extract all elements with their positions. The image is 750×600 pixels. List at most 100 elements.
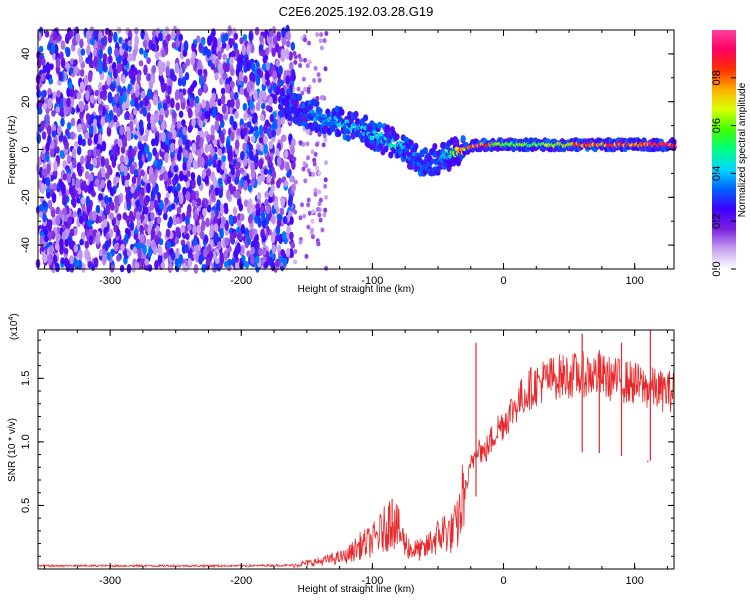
heatmap-noise-cell xyxy=(243,112,248,121)
heatmap-noise-cell xyxy=(89,181,94,191)
heatmap-noise-cell xyxy=(89,94,95,104)
heatmap-noise-cell xyxy=(51,110,56,117)
heatmap-noise-cell xyxy=(100,179,106,189)
heatmap-noise-cell xyxy=(323,177,328,183)
heatmap-noise-cell xyxy=(68,29,74,38)
heatmap-noise-cell xyxy=(38,45,44,53)
heatmap-noise-cell xyxy=(110,201,115,212)
heatmap-noise-cell xyxy=(178,193,184,205)
heatmap-noise-cell xyxy=(55,57,61,69)
heatmap-ridge-cell xyxy=(363,114,369,122)
heatmap-noise-cell xyxy=(234,139,240,150)
heatmap-noise-cell xyxy=(306,87,311,92)
heatmap-noise-cell xyxy=(100,37,106,46)
snr-y-tick-label: 1.5 xyxy=(20,371,32,386)
heatmap-noise-cell xyxy=(267,156,272,167)
heatmap-cells xyxy=(35,24,677,275)
heatmap-noise-cell xyxy=(161,48,166,58)
heatmap-noise-cell xyxy=(142,39,148,48)
heatmap-noise-cell xyxy=(272,35,278,46)
heatmap-noise-cell xyxy=(239,86,245,95)
heatmap-noise-cell xyxy=(50,140,55,150)
heatmap-noise-cell xyxy=(140,214,145,221)
heatmap-noise-cell xyxy=(86,162,92,169)
spectrogram-x-tick-label: -100 xyxy=(361,275,383,287)
heatmap-noise-cell xyxy=(163,170,168,182)
spectrogram-y-tick-label: 20 xyxy=(20,96,32,108)
heatmap-noise-cell xyxy=(185,58,191,67)
heatmap-noise-cell xyxy=(315,165,320,171)
heatmap-noise-cell xyxy=(60,106,65,118)
heatmap-noise-cell xyxy=(156,216,162,225)
heatmap-noise-cell xyxy=(146,57,151,65)
heatmap-noise-cell xyxy=(100,116,105,127)
heatmap-noise-cell xyxy=(145,195,151,203)
heatmap-noise-cell xyxy=(192,224,197,235)
heatmap-noise-cell xyxy=(86,44,91,56)
heatmap-noise-cell xyxy=(302,161,307,167)
heatmap-noise-cell xyxy=(93,133,99,145)
heatmap-noise-cell xyxy=(301,76,306,82)
heatmap-noise-cell xyxy=(85,195,91,208)
heatmap-noise-cell xyxy=(258,124,264,136)
heatmap-noise-cell xyxy=(66,154,72,165)
heatmap-noise-cell xyxy=(113,68,118,79)
heatmap-noise-cell xyxy=(57,34,62,42)
heatmap-ridge-cell xyxy=(292,105,298,110)
heatmap-ridge-cell xyxy=(460,135,466,143)
heatmap-noise-cell xyxy=(279,79,285,87)
heatmap-noise-cell xyxy=(173,165,179,173)
heatmap-noise-cell xyxy=(84,170,90,180)
heatmap-noise-cell xyxy=(285,40,291,48)
heatmap-noise-cell xyxy=(166,33,171,42)
heatmap-ridge-cell xyxy=(383,145,389,153)
heatmap-noise-cell xyxy=(253,154,259,164)
heatmap-noise-cell xyxy=(212,176,218,188)
heatmap-noise-cell xyxy=(265,104,271,112)
heatmap-noise-cell xyxy=(62,207,67,216)
heatmap-noise-cell xyxy=(229,232,235,244)
heatmap-noise-cell xyxy=(147,152,153,160)
heatmap-noise-cell xyxy=(210,189,216,201)
heatmap-noise-cell xyxy=(109,153,115,162)
heatmap-noise-cell xyxy=(285,161,290,172)
heatmap-noise-cell xyxy=(138,60,144,67)
heatmap-noise-cell xyxy=(130,98,135,107)
heatmap-noise-cell xyxy=(306,155,310,161)
heatmap-noise-cell xyxy=(113,176,118,187)
heatmap-noise-cell xyxy=(268,196,273,204)
heatmap-noise-cell xyxy=(283,149,289,159)
heatmap-noise-cell xyxy=(247,215,253,224)
heatmap-noise-cell xyxy=(60,40,66,50)
heatmap-noise-cell xyxy=(271,244,277,255)
heatmap-noise-cell xyxy=(191,190,196,201)
heatmap-noise-cell xyxy=(51,192,57,204)
heatmap-noise-cell xyxy=(288,133,293,143)
heatmap-noise-cell xyxy=(146,238,151,248)
heatmap-noise-cell xyxy=(93,56,98,67)
heatmap-noise-cell xyxy=(293,259,298,265)
heatmap-noise-cell xyxy=(136,73,141,83)
heatmap-noise-cell xyxy=(305,141,310,147)
heatmap-noise-cell xyxy=(230,81,235,88)
colorbar-ticks: 0.0 0.2 0.4 0.6 0.8 xyxy=(711,70,736,277)
heatmap-noise-cell xyxy=(219,203,225,215)
heatmap-noise-cell xyxy=(64,140,69,150)
heatmap-noise-cell xyxy=(268,96,274,106)
heatmap-noise-cell xyxy=(306,197,311,203)
heatmap-noise-cell xyxy=(85,30,91,40)
heatmap-noise-cell xyxy=(66,172,72,184)
heatmap-noise-cell xyxy=(83,103,89,112)
heatmap-noise-cell xyxy=(210,124,216,136)
heatmap-noise-cell xyxy=(92,210,97,222)
heatmap-noise-cell xyxy=(59,238,64,250)
heatmap-noise-cell xyxy=(166,94,171,105)
heatmap-noise-cell xyxy=(72,37,77,47)
heatmap-noise-cell xyxy=(85,112,91,122)
heatmap-noise-cell xyxy=(265,61,271,71)
heatmap-noise-cell xyxy=(170,203,176,210)
heatmap-noise-cell xyxy=(45,153,50,163)
heatmap-noise-cell xyxy=(185,216,190,227)
heatmap-noise-cell xyxy=(98,64,103,75)
